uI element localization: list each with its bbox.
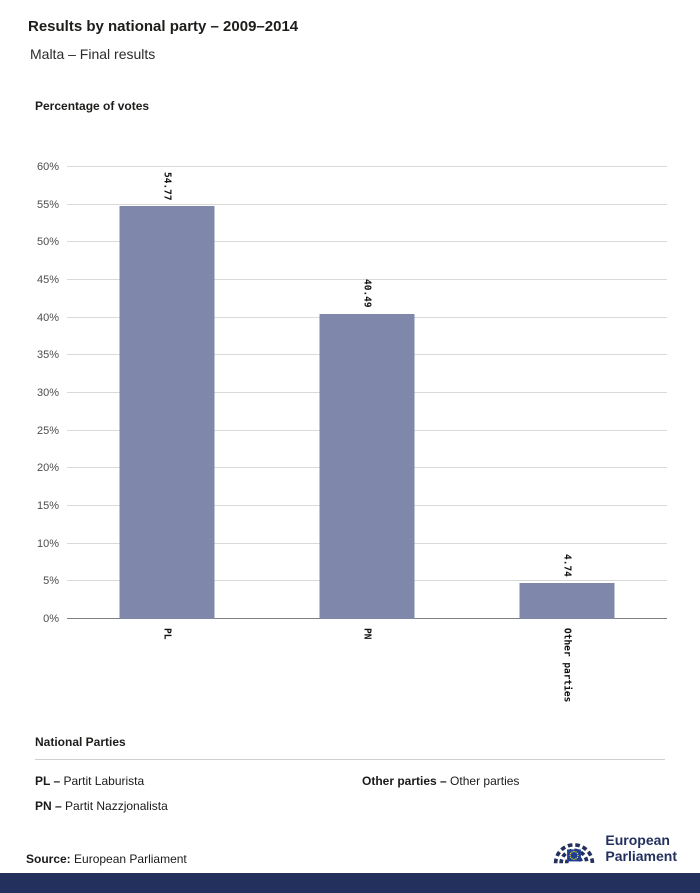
y-tick-label: 5%: [43, 575, 59, 588]
y-tick-label: 25%: [36, 424, 59, 437]
gridline: [67, 166, 667, 167]
ep-logo-text: European Parliament: [605, 833, 677, 864]
legend-party-name: Other parties: [450, 774, 520, 788]
legend-column-right: Other parties – Other parties: [362, 774, 665, 824]
bottom-navy-bar: [0, 873, 700, 893]
legend-heading: National Parties: [35, 735, 665, 760]
legend-entry-other: Other parties – Other parties: [362, 774, 665, 788]
y-tick-label: 35%: [36, 349, 59, 362]
x-axis-label: PL: [161, 628, 173, 640]
ep-hemicycle-icon: [554, 843, 595, 864]
legend: National Parties PL – Partit Laburista P…: [35, 735, 665, 824]
page-subtitle: Malta – Final results: [30, 46, 156, 62]
y-tick-label: 20%: [36, 462, 59, 475]
y-tick-label: 45%: [36, 274, 59, 286]
ep-logo-line2: Parliament: [605, 848, 677, 864]
page-title: Results by national party – 2009–2014: [28, 18, 299, 35]
y-tick-label: 0%: [43, 613, 59, 625]
plot-area: 0% 5% 10% 15% 20% 25% 30% 35% 40% 45% 50% 55% 60% 54…: [37, 161, 667, 625]
legend-party-name: Partit Nazzjonalista: [65, 799, 168, 813]
gridline: [67, 279, 667, 280]
legend-abbr: PN –: [35, 799, 62, 813]
y-tick-label: 50%: [36, 236, 59, 249]
legend-column-left: PL – Partit Laburista PN – Partit Nazzjo…: [35, 774, 362, 824]
x-axis-label: PN: [361, 628, 373, 640]
source-line: Source: European Parliament: [26, 852, 187, 866]
chart-title: Percentage of votes: [35, 99, 150, 113]
legend-abbr: Other parties –: [362, 774, 447, 788]
y-tick-label: 60%: [36, 161, 59, 173]
legend-abbr: PL –: [35, 774, 61, 788]
legend-columns: PL – Partit Laburista PN – Partit Nazzjo…: [35, 774, 665, 824]
source-label: Source:: [26, 852, 71, 866]
y-tick-label: 10%: [36, 537, 59, 550]
gridline: [67, 241, 667, 243]
source-text: European Parliament: [74, 852, 187, 866]
y-tick-label: 40%: [36, 311, 59, 324]
ep-logo-line1: European: [605, 832, 670, 849]
y-tick-label: 15%: [36, 500, 59, 512]
y-tick-label: 55%: [36, 198, 59, 211]
gridline: [67, 203, 667, 205]
ep-logo: European Parliament: [551, 830, 677, 868]
y-axis: 0% 5% 10% 15% 20% 25% 30% 35% 40% 45% 50% 55% 60%: [5, 161, 67, 625]
legend-entry-pn: PN – Partit Nazzjonalista: [35, 799, 362, 813]
y-tick-label: 30%: [36, 387, 59, 399]
bar-value-label: 4.74: [561, 554, 573, 578]
bar-value-label: 40.49: [361, 279, 373, 308]
bar-value-label: 54.77: [161, 171, 173, 201]
bar-pl: [119, 206, 215, 619]
legend-entry-pl: PL – Partit Laburista: [35, 774, 362, 788]
x-axis: PL PN Other parties: [67, 619, 667, 719]
bar-other-parties: [519, 583, 615, 619]
x-axis-label: Other parties: [561, 628, 573, 703]
bar-pn: [319, 313, 415, 619]
legend-party-name: Partit Laburista: [63, 774, 145, 788]
